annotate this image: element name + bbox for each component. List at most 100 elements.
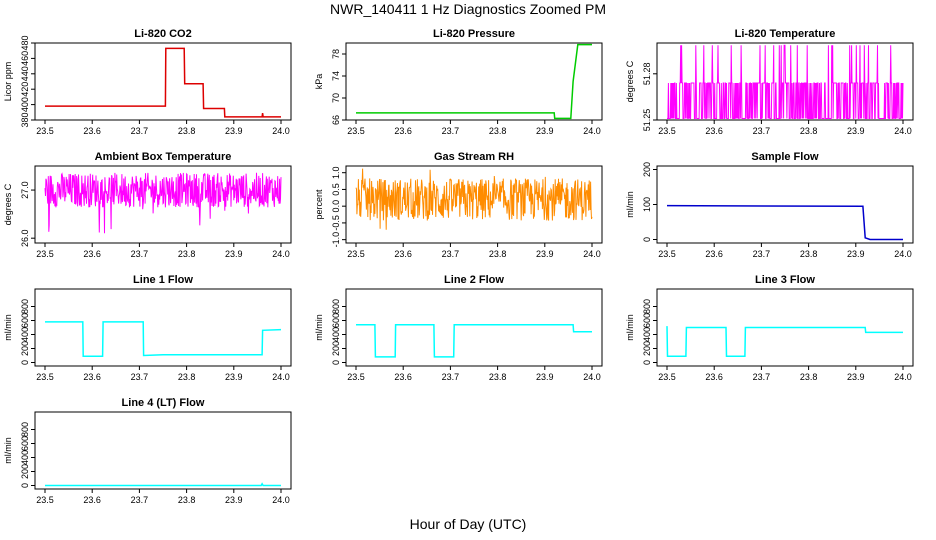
x-tick-label: 24.0 <box>583 126 601 136</box>
x-tick-label: 23.7 <box>753 372 771 382</box>
x-tick-label: 23.5 <box>36 495 54 505</box>
x-tick-label: 23.5 <box>347 126 365 136</box>
panel-title: Line 2 Flow <box>444 274 504 286</box>
x-tick-label: 23.7 <box>753 249 771 259</box>
plot-frame <box>34 288 292 367</box>
y-tick-label: 600 <box>331 313 341 328</box>
x-tick-label: 23.9 <box>225 249 243 259</box>
y-axis-label: degrees C <box>3 183 13 225</box>
x-tick-label: 24.0 <box>272 249 290 259</box>
panel-title: Ambient Box Temperature <box>95 151 232 163</box>
panel-title: Li-820 Temperature <box>735 28 836 40</box>
x-tick-label: 23.5 <box>658 249 676 259</box>
x-tick-label: 23.6 <box>394 126 412 136</box>
x-tick-label: 23.9 <box>225 372 243 382</box>
y-tick-label: 440 <box>20 66 30 81</box>
y-axis-label: Licor ppm <box>3 62 13 102</box>
y-tick-label: 800 <box>642 299 652 314</box>
panel-title: Gas Stream RH <box>434 151 514 163</box>
y-tick-label: 0 <box>331 360 341 365</box>
x-tick-label: 23.8 <box>178 495 196 505</box>
series-line <box>356 43 592 120</box>
y-tick-label: 51.25 <box>642 109 652 132</box>
x-tick-label: 24.0 <box>894 126 912 136</box>
y-axis-label: ml/min <box>3 437 13 464</box>
plot-frame <box>34 165 292 244</box>
y-tick-label: 400 <box>642 327 652 342</box>
x-tick-label: 23.5 <box>36 249 54 259</box>
y-tick-label: 600 <box>20 436 30 451</box>
y-axis-label: percent <box>314 189 324 220</box>
y-tick-label: 0 <box>20 483 30 488</box>
y-tick-label: 200 <box>20 464 30 479</box>
x-tick-label: 23.6 <box>83 495 101 505</box>
series-line <box>666 204 903 241</box>
plot-frame <box>345 165 603 244</box>
panel-title: Li-820 CO2 <box>134 28 191 40</box>
y-tick-label: 70 <box>331 93 341 103</box>
plot-frame <box>345 288 603 367</box>
x-tick-label: 23.7 <box>442 372 460 382</box>
panel-title: Line 4 (LT) Flow <box>122 397 205 409</box>
y-tick-label: 0 <box>642 360 652 365</box>
y-tick-label: 0 <box>20 360 30 365</box>
y-tick-label: 800 <box>20 422 30 437</box>
x-tick-label: 23.6 <box>83 126 101 136</box>
y-tick-label: 380 <box>20 112 30 127</box>
series-line <box>667 44 904 119</box>
x-tick-label: 23.7 <box>131 249 149 259</box>
x-tick-label: 23.8 <box>178 249 196 259</box>
x-tick-label: 23.7 <box>131 126 149 136</box>
y-tick-label: 200 <box>20 341 30 356</box>
x-tick-label: 24.0 <box>272 126 290 136</box>
x-tick-label: 23.8 <box>489 126 507 136</box>
plot-frame <box>656 288 914 367</box>
y-axis-label: ml/min <box>625 314 635 341</box>
y-tick-label: 400 <box>20 327 30 342</box>
x-tick-label: 23.9 <box>225 495 243 505</box>
y-tick-label: 78 <box>331 49 341 59</box>
y-tick-label: 200 <box>642 162 652 177</box>
series-line <box>666 326 903 357</box>
x-tick-label: 24.0 <box>272 495 290 505</box>
series-line <box>355 168 593 230</box>
y-tick-label: 0 <box>642 237 652 242</box>
y-tick-label: 800 <box>331 299 341 314</box>
y-tick-label: 100 <box>642 197 652 212</box>
y-tick-label: 66 <box>331 115 341 125</box>
series-line <box>45 321 282 357</box>
x-tick-label: 23.5 <box>347 372 365 382</box>
x-tick-label: 23.9 <box>536 372 554 382</box>
y-tick-label: -0.5 <box>331 215 341 231</box>
plot-frame <box>656 165 914 244</box>
x-tick-label: 23.8 <box>178 126 196 136</box>
y-tick-label: -1.0 <box>331 232 341 248</box>
x-tick-label: 23.8 <box>800 126 818 136</box>
y-axis-label: kPa <box>314 74 324 90</box>
x-tick-label: 23.6 <box>83 249 101 259</box>
x-tick-label: 23.6 <box>705 372 723 382</box>
series-line <box>45 482 281 487</box>
x-tick-label: 24.0 <box>894 372 912 382</box>
x-tick-label: 24.0 <box>583 372 601 382</box>
y-tick-label: 800 <box>20 299 30 314</box>
x-tick-label: 23.9 <box>847 126 865 136</box>
y-tick-label: 400 <box>331 327 341 342</box>
y-tick-label: 600 <box>642 313 652 328</box>
x-tick-label: 23.8 <box>489 372 507 382</box>
y-tick-label: 200 <box>331 341 341 356</box>
plot-frame <box>656 42 914 121</box>
panel-title: Line 3 Flow <box>755 274 815 286</box>
x-tick-label: 23.8 <box>800 249 818 259</box>
x-tick-label: 23.7 <box>131 372 149 382</box>
x-tick-label: 23.8 <box>178 372 196 382</box>
plot-frame <box>34 42 292 121</box>
y-tick-label: 420 <box>20 82 30 97</box>
x-tick-label: 23.9 <box>536 126 554 136</box>
x-tick-label: 23.6 <box>705 126 723 136</box>
x-tick-label: 23.7 <box>753 126 771 136</box>
y-axis-label: ml/min <box>314 314 324 341</box>
x-tick-label: 23.5 <box>36 372 54 382</box>
y-tick-label: 460 <box>20 51 30 66</box>
